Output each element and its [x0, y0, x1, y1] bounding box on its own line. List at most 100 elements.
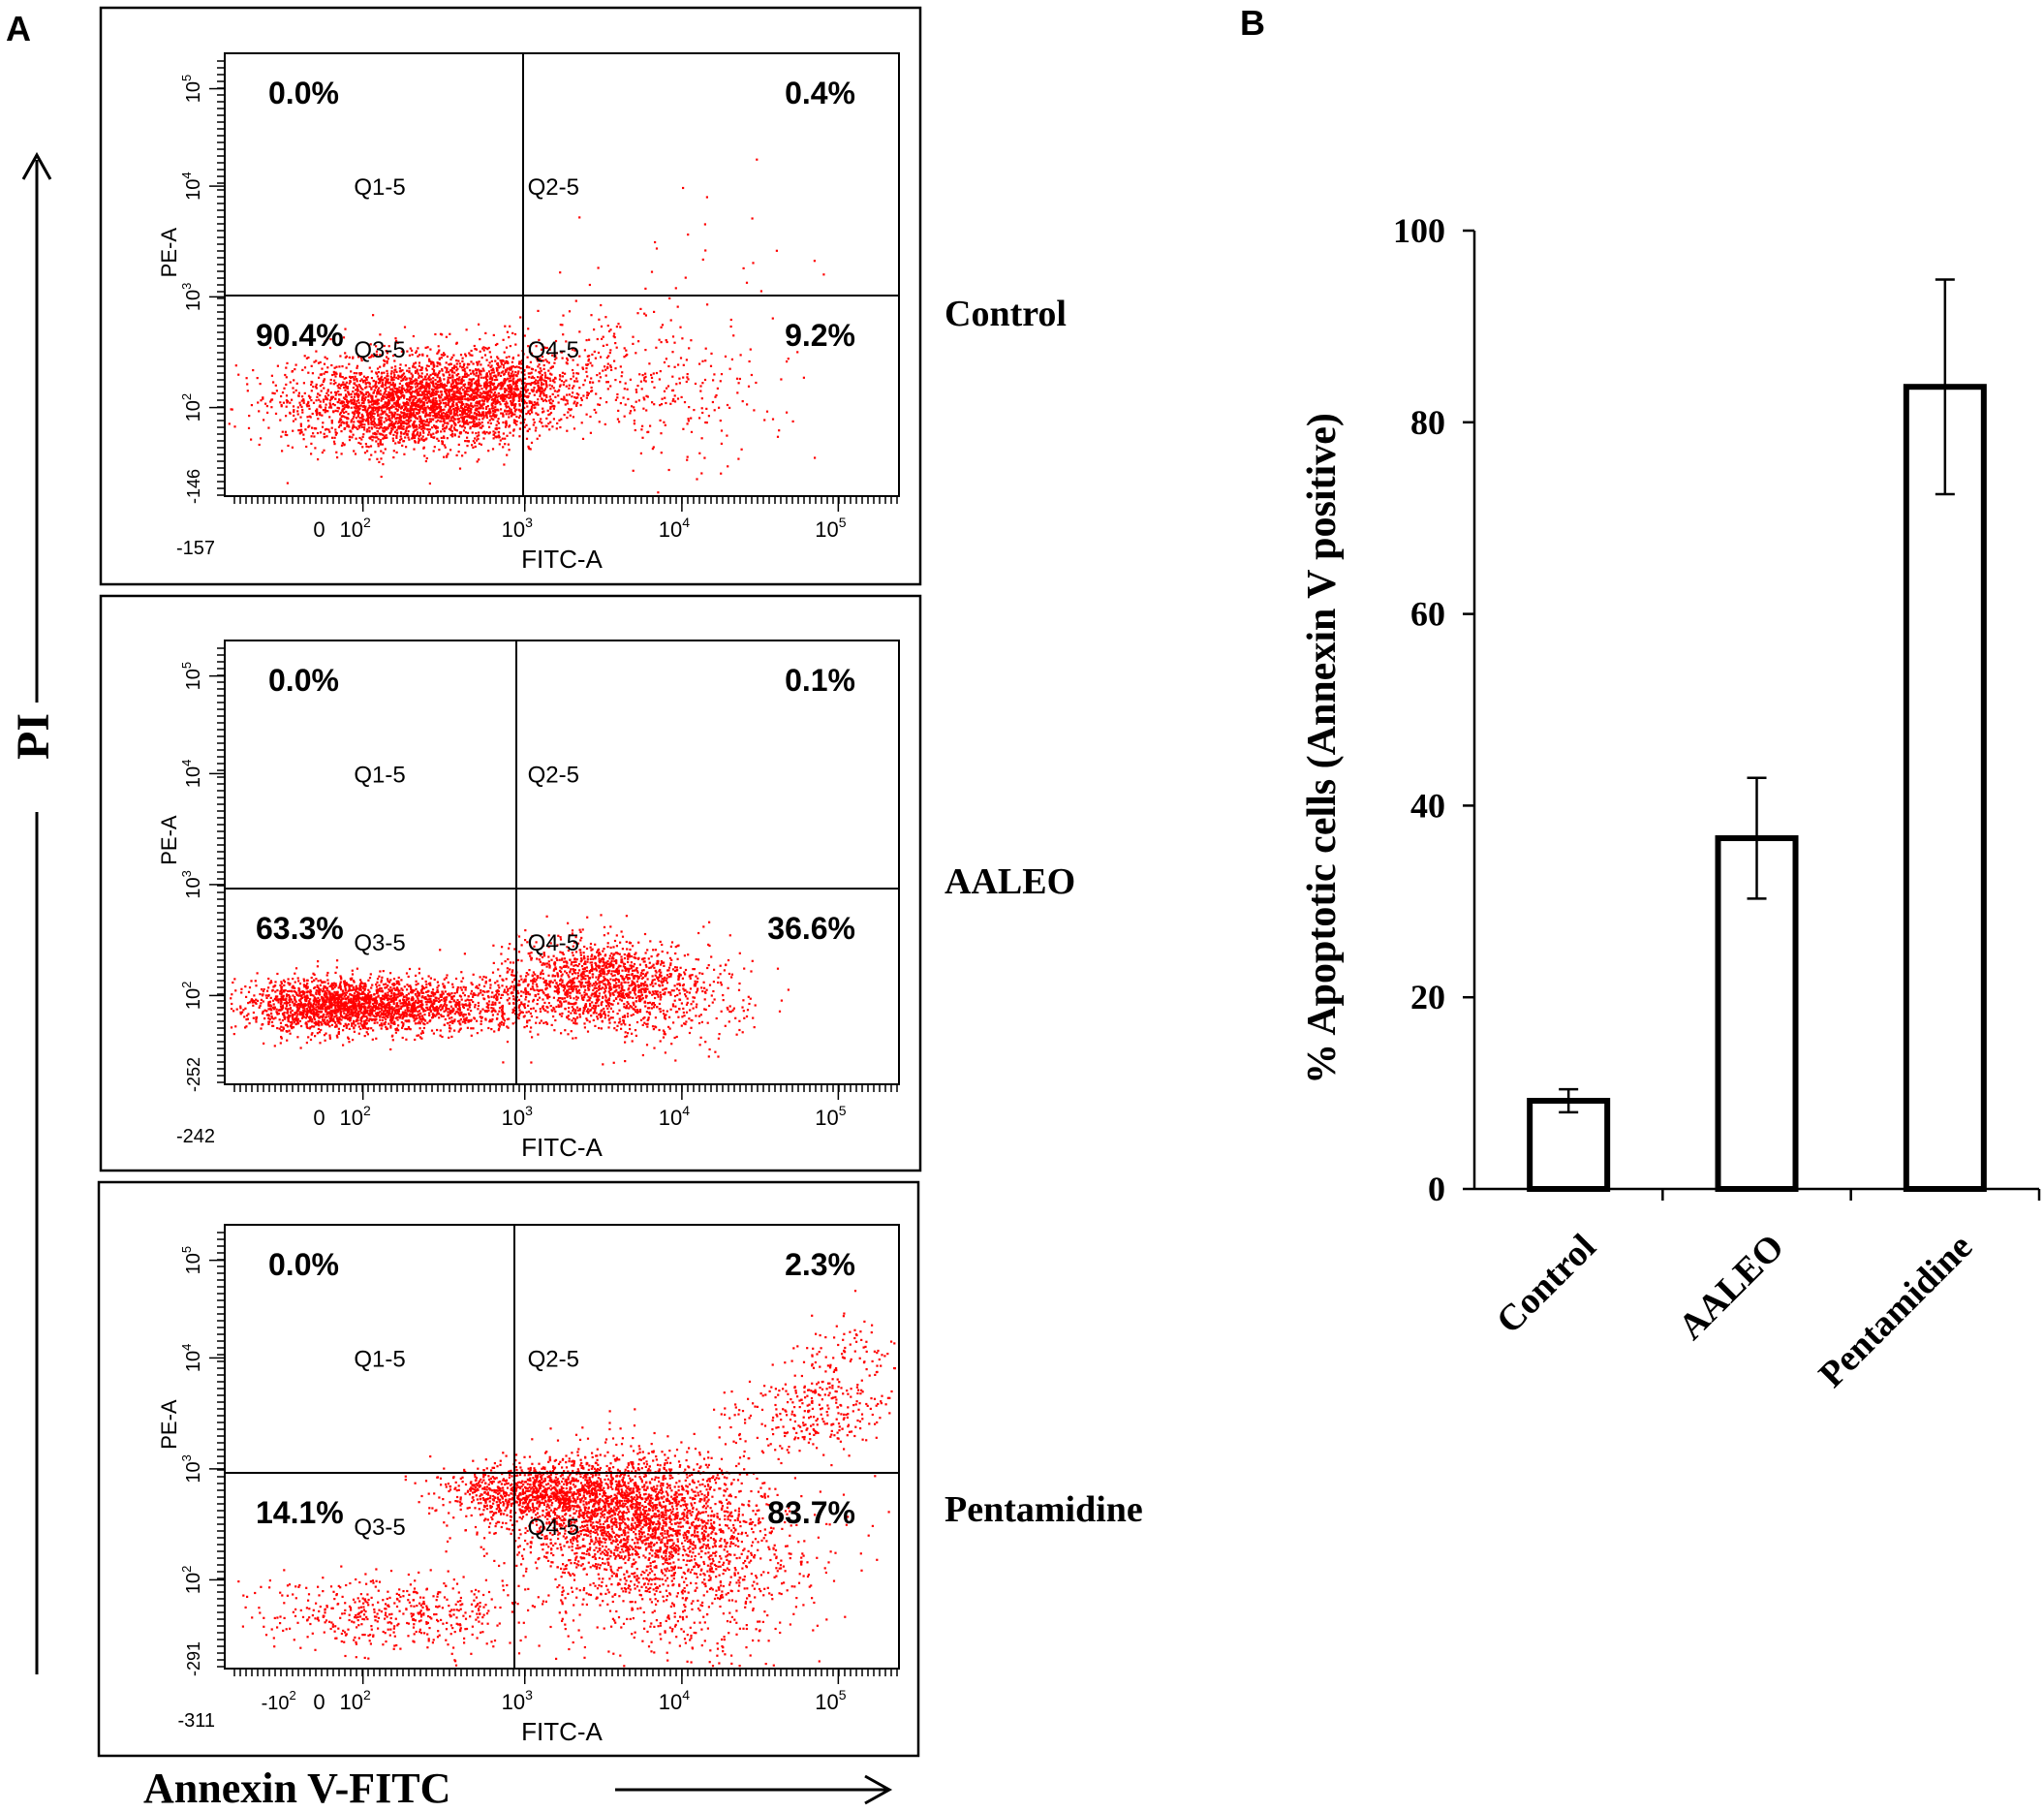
flow-dot — [732, 334, 735, 337]
flow-dot — [418, 361, 421, 364]
flow-dot — [749, 348, 752, 351]
flow-dot — [447, 380, 449, 383]
flow-dot — [467, 405, 470, 408]
flow-dot — [537, 365, 540, 368]
flow-dot — [300, 996, 304, 999]
flow-dot — [533, 401, 536, 404]
flow-dot — [423, 454, 426, 457]
flow-dot — [422, 402, 425, 405]
flow-dot — [469, 387, 472, 390]
flow-dot — [443, 430, 446, 433]
flow-dot — [395, 436, 398, 439]
flow-dot — [252, 1004, 255, 1007]
flow-dot — [604, 316, 607, 319]
flow-dot — [532, 418, 535, 422]
flow-dot — [461, 420, 464, 422]
flow-dot — [494, 414, 497, 417]
flow-dot — [351, 411, 355, 414]
flow-dot — [659, 419, 662, 422]
flow-dot — [511, 372, 513, 375]
flow-dot — [636, 385, 639, 388]
flow-dot — [458, 424, 462, 427]
flow-dot — [298, 999, 301, 1002]
flow-dot — [255, 1002, 258, 1005]
flow-dot — [403, 326, 407, 328]
flow-dot — [525, 437, 529, 440]
flow-dot — [266, 411, 269, 414]
flow-dot — [505, 346, 509, 349]
flow-dot — [448, 409, 450, 412]
flow-dot — [388, 995, 391, 998]
flow-dot — [438, 370, 441, 373]
flow-dot — [500, 386, 503, 389]
flow-dot — [418, 409, 421, 412]
flow-dot — [437, 386, 440, 389]
flow-dot — [473, 417, 476, 420]
flow-dot — [287, 1017, 290, 1020]
flow-dot — [711, 400, 714, 404]
flow-dot — [478, 458, 480, 461]
flow-dot — [573, 427, 576, 430]
flow-dot — [682, 427, 685, 430]
flow-dot — [396, 341, 399, 344]
flow-dot — [285, 415, 288, 418]
flow-dot — [436, 380, 439, 384]
flow-dot — [285, 376, 288, 379]
flow-dot — [285, 394, 289, 397]
flow-dot — [541, 422, 543, 424]
flow-dot — [392, 456, 395, 459]
flow-dot — [367, 421, 370, 423]
flow-dot — [705, 407, 708, 410]
flow-dot — [553, 381, 556, 384]
flow-dot — [473, 373, 476, 376]
flow-dot — [468, 363, 471, 366]
flow-dot — [398, 382, 401, 385]
flow-dot — [425, 381, 428, 384]
flow-dot — [313, 1015, 316, 1017]
flow-dot — [437, 411, 440, 414]
flow-dot — [421, 407, 424, 410]
flow-dot — [298, 432, 301, 435]
flow-dot — [348, 436, 351, 439]
flow-dot — [347, 1014, 350, 1017]
flow-dot — [570, 408, 573, 411]
flow-dot — [604, 365, 606, 368]
flow-dot — [359, 988, 362, 991]
flow-dot — [534, 369, 538, 372]
flow-dot — [356, 413, 360, 416]
flow-dot — [499, 388, 502, 391]
flow-dot — [272, 1003, 275, 1006]
flow-dot — [536, 389, 539, 391]
flow-dot — [479, 350, 481, 353]
flow-dot — [337, 383, 341, 386]
flow-dot — [515, 423, 518, 426]
flow-dot — [359, 372, 362, 375]
flow-dot — [528, 382, 531, 386]
flow-dot — [437, 345, 440, 348]
flow-dot — [440, 393, 443, 396]
flow-dot — [336, 456, 339, 459]
flow-dot — [490, 359, 493, 362]
flow-dot — [271, 999, 275, 1002]
flow-dot — [322, 422, 325, 424]
flow-dot — [572, 375, 574, 378]
flow-dot — [501, 359, 504, 362]
flow-dot — [359, 442, 362, 445]
flow-dot — [489, 389, 492, 392]
flow-dot — [380, 406, 383, 409]
flow-dot — [344, 389, 347, 391]
flow-dot — [281, 430, 284, 433]
flow-dot — [434, 382, 438, 385]
flow-dot — [370, 419, 373, 422]
flow-dot — [641, 436, 644, 439]
flow-dot — [464, 370, 467, 373]
flow-dot — [353, 400, 356, 403]
flow-dot — [498, 443, 501, 446]
flow-dot — [441, 442, 444, 445]
flow-dot — [448, 391, 450, 394]
flow-dot — [443, 352, 446, 355]
flow-dot — [402, 425, 405, 428]
flow-dot — [406, 369, 409, 372]
flow-dot — [340, 444, 344, 447]
flow-dot — [454, 428, 457, 431]
